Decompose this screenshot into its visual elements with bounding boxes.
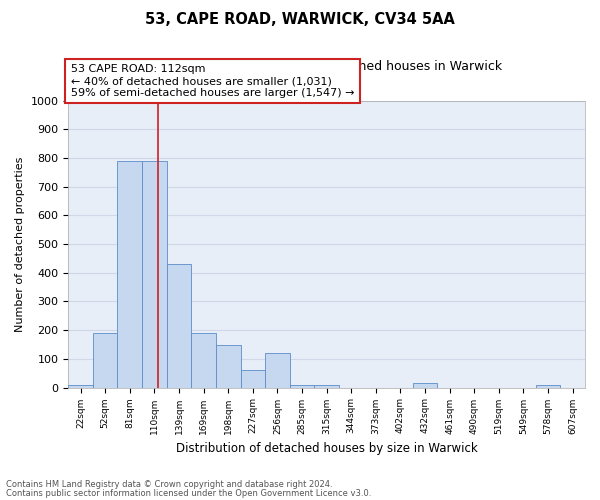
Bar — [142, 161, 167, 388]
Bar — [265, 353, 290, 388]
Title: Size of property relative to detached houses in Warwick: Size of property relative to detached ho… — [152, 60, 502, 73]
Bar — [536, 384, 560, 388]
Text: 53 CAPE ROAD: 112sqm
← 40% of detached houses are smaller (1,031)
59% of semi-de: 53 CAPE ROAD: 112sqm ← 40% of detached h… — [71, 64, 355, 98]
Bar — [93, 333, 118, 388]
Text: Contains public sector information licensed under the Open Government Licence v3: Contains public sector information licen… — [6, 489, 371, 498]
Bar — [68, 384, 93, 388]
Text: 53, CAPE ROAD, WARWICK, CV34 5AA: 53, CAPE ROAD, WARWICK, CV34 5AA — [145, 12, 455, 28]
Y-axis label: Number of detached properties: Number of detached properties — [15, 156, 25, 332]
Bar — [216, 344, 241, 388]
Bar — [167, 264, 191, 388]
Bar — [241, 370, 265, 388]
Bar — [191, 333, 216, 388]
Bar — [314, 384, 339, 388]
Bar — [413, 384, 437, 388]
X-axis label: Distribution of detached houses by size in Warwick: Distribution of detached houses by size … — [176, 442, 478, 455]
Text: Contains HM Land Registry data © Crown copyright and database right 2024.: Contains HM Land Registry data © Crown c… — [6, 480, 332, 489]
Bar — [290, 384, 314, 388]
Bar — [118, 161, 142, 388]
